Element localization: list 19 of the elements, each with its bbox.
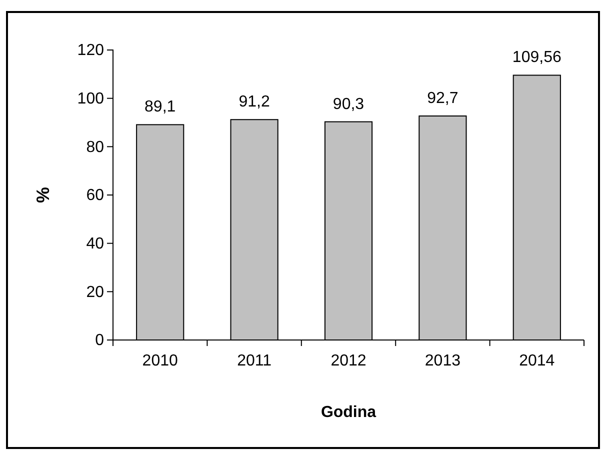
data-label: 92,7 [427,90,458,107]
data-label: 90,3 [332,96,364,113]
x-tick-label: 2012 [330,352,366,370]
x-tick-label: 2013 [424,352,461,370]
y-tick-label: 100 [77,90,104,108]
x-tick-label: 2010 [142,352,178,370]
y-tick-label: 20 [86,284,104,301]
data-label: 89,1 [144,98,176,116]
data-label: 91,2 [238,94,270,111]
y-tick-label: 80 [86,138,104,156]
x-axis-title: Godina [320,404,376,421]
y-tick-label: 40 [86,235,104,252]
x-tick-label: 2011 [237,352,272,370]
x-tick-label: 2014 [519,352,555,370]
y-axis-title: % [33,186,53,204]
y-tick-label: 120 [77,42,104,60]
y-tick-label: 60 [86,187,104,204]
data-label: 109,56 [512,49,562,66]
y-tick-label: 0 [95,332,104,350]
